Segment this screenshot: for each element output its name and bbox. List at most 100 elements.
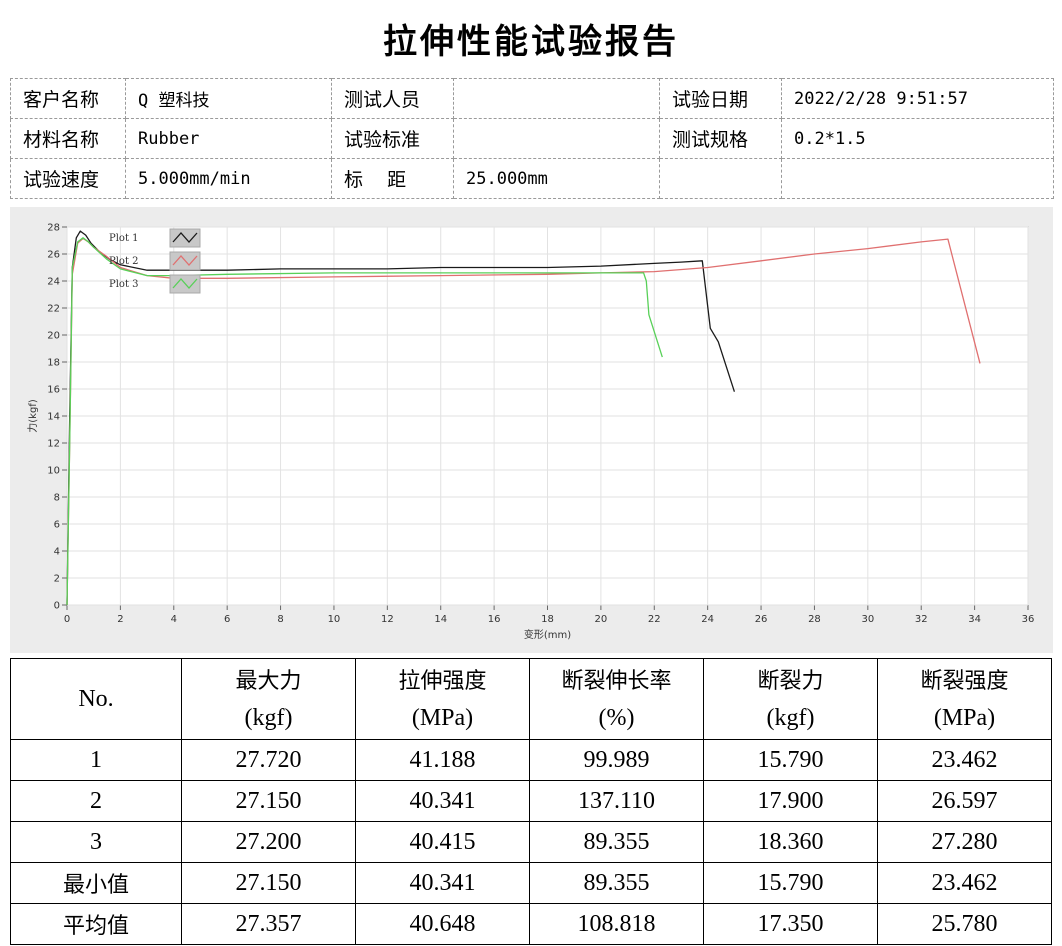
x-tick-label: 24 — [701, 614, 714, 625]
standard-label: 试验标准 — [331, 118, 454, 159]
table-cell: 25.780 — [877, 903, 1052, 945]
table-cell: 27.720 — [181, 739, 356, 781]
x-tick-label: 6 — [224, 614, 230, 625]
x-tick-label: 20 — [595, 614, 608, 625]
table-cell: 17.900 — [703, 780, 878, 822]
table-cell: 108.818 — [529, 903, 704, 945]
date-value: 2022/2/28 9:51:57 — [781, 78, 1054, 119]
legend-line — [172, 232, 198, 243]
spec-value: 0.2*1.5 — [781, 118, 1054, 159]
date-label: 试验日期 — [659, 78, 782, 119]
header-unit: (kgf) — [244, 704, 293, 731]
row-label: 最小值 — [10, 862, 182, 904]
row-label: 1 — [10, 739, 182, 781]
legend-label: Plot 3 — [109, 279, 139, 290]
table-cell: 17.350 — [703, 903, 878, 945]
material-label: 材料名称 — [10, 118, 126, 159]
row-label: 2 — [10, 780, 182, 822]
y-tick-label: 26 — [47, 250, 60, 261]
x-tick-label: 2 — [117, 614, 123, 625]
header-label: 拉伸强度 — [398, 668, 487, 694]
info-row: 材料名称 Rubber 试验标准 测试规格 0.2*1.5 — [10, 118, 1054, 159]
customer-value: Q 塑科技 — [125, 78, 332, 119]
table-cell: 15.790 — [703, 862, 878, 904]
table-cell: 27.200 — [181, 821, 356, 863]
table-cell: 27.280 — [877, 821, 1052, 863]
table-cell: 41.188 — [355, 739, 530, 781]
y-tick-label: 8 — [54, 493, 60, 504]
results-header-cell: 断裂伸长率 (%) — [529, 658, 704, 740]
y-axis-title: 力(kgf) — [26, 399, 39, 433]
force-deformation-chart: 0 2 4 6 8 10 12 14 16 18 20 22 24 26 28 30 32 34 360246810… — [10, 207, 1053, 653]
x-tick-label: 30 — [861, 614, 874, 625]
row-label: 平均值 — [10, 903, 182, 945]
table-cell: 27.150 — [181, 862, 356, 904]
table-cell: 23.462 — [877, 862, 1052, 904]
header-unit: (MPa) — [411, 704, 474, 731]
table-cell: 40.648 — [355, 903, 530, 945]
x-tick-label: 0 — [64, 614, 70, 625]
legend-line — [172, 255, 198, 266]
results-header-cell: No. — [10, 658, 182, 740]
table-cell: 26.597 — [877, 780, 1052, 822]
x-axis-title: 变形(mm) — [524, 628, 571, 641]
table-cell: 27.357 — [181, 903, 356, 945]
speed-label: 试验速度 — [10, 158, 126, 199]
report-title: 拉伸性能试验报告 — [383, 22, 679, 62]
y-tick-label: 20 — [47, 331, 60, 342]
tester-label: 测试人员 — [331, 78, 454, 119]
y-tick-label: 22 — [47, 304, 60, 315]
table-row: 3 27.200 40.415 89.355 18.360 27.280 — [10, 821, 1052, 863]
table-cell: 89.355 — [529, 862, 704, 904]
table-cell: 27.150 — [181, 780, 356, 822]
table-row: 平均值 27.357 40.648 108.818 17.350 25.780 — [10, 903, 1052, 945]
y-tick-label: 28 — [47, 223, 60, 234]
info-table: 客户名称 Q 塑科技 测试人员 试验日期 2022/2/28 9:51:57 材… — [10, 78, 1054, 199]
table-cell: 23.462 — [877, 739, 1052, 781]
header-label: 最大力 — [235, 668, 302, 694]
header-unit: (%) — [598, 704, 635, 731]
series-line-1 — [66, 230, 736, 606]
results-header-cell: 拉伸强度 (MPa) — [355, 658, 530, 740]
tester-value — [453, 78, 660, 119]
y-tick-label: 16 — [47, 385, 60, 396]
legend-label: Plot 1 — [109, 233, 139, 244]
y-tick-label: 4 — [54, 547, 60, 558]
table-row: 最小值 27.150 40.341 89.355 15.790 23.462 — [10, 862, 1052, 904]
chart-panel: 0 2 4 6 8 10 12 14 16 18 20 22 24 26 28 30 32 34 36 0 2 4 6 8 10… — [10, 207, 1053, 653]
x-tick-label: 22 — [648, 614, 661, 625]
results-header-cell: 最大力 (kgf) — [181, 658, 356, 740]
x-tick-label: 26 — [755, 614, 768, 625]
legend-label: Plot 2 — [109, 256, 139, 267]
legend-line — [172, 278, 198, 289]
x-tick-label: 32 — [915, 614, 928, 625]
x-tick-label: 28 — [808, 614, 821, 625]
y-tick-label: 2 — [54, 574, 60, 585]
results-body: 1 27.720 41.188 99.989 15.790 23.462 2 27.150 40… — [10, 739, 1052, 945]
results-header-cell: 断裂力 (kgf) — [703, 658, 878, 740]
table-cell: 40.341 — [355, 780, 530, 822]
x-tick-label: 14 — [434, 614, 447, 625]
x-tick-label: 36 — [1022, 614, 1035, 625]
empty-cell — [659, 158, 782, 199]
x-tick-label: 12 — [381, 614, 394, 625]
x-tick-label: 16 — [488, 614, 501, 625]
header-unit: (kgf) — [766, 704, 815, 731]
table-cell: 40.341 — [355, 862, 530, 904]
results-header-row: No. 最大力 (kgf) 拉伸强度 (MPa) 断裂伸长率 (%) 断裂力 (kgf) 断裂强度… — [10, 658, 1052, 740]
y-tick-label: 14 — [47, 412, 60, 423]
results-table: No. 最大力 (kgf) 拉伸强度 (MPa) 断裂伸长率 (%) 断裂力 (kgf) 断裂强度… — [10, 658, 1052, 945]
x-tick-label: 10 — [328, 614, 341, 625]
table-cell: 137.110 — [529, 780, 704, 822]
header-label: 断裂强度 — [920, 668, 1009, 694]
x-tick-label: 34 — [968, 614, 981, 625]
header-unit: (MPa) — [933, 704, 996, 731]
info-row: 客户名称 Q 塑科技 测试人员 试验日期 2022/2/28 9:51:57 — [10, 78, 1054, 119]
y-tick-label: 10 — [47, 466, 60, 477]
header-label: No. — [78, 686, 114, 712]
y-tick-label: 0 — [54, 601, 60, 612]
info-row: 试验速度 5.000mm/min 标 距 25.000mm — [10, 158, 1054, 199]
x-tick-label: 8 — [277, 614, 283, 625]
spec-label: 测试规格 — [659, 118, 782, 159]
x-tick-label: 4 — [171, 614, 177, 625]
